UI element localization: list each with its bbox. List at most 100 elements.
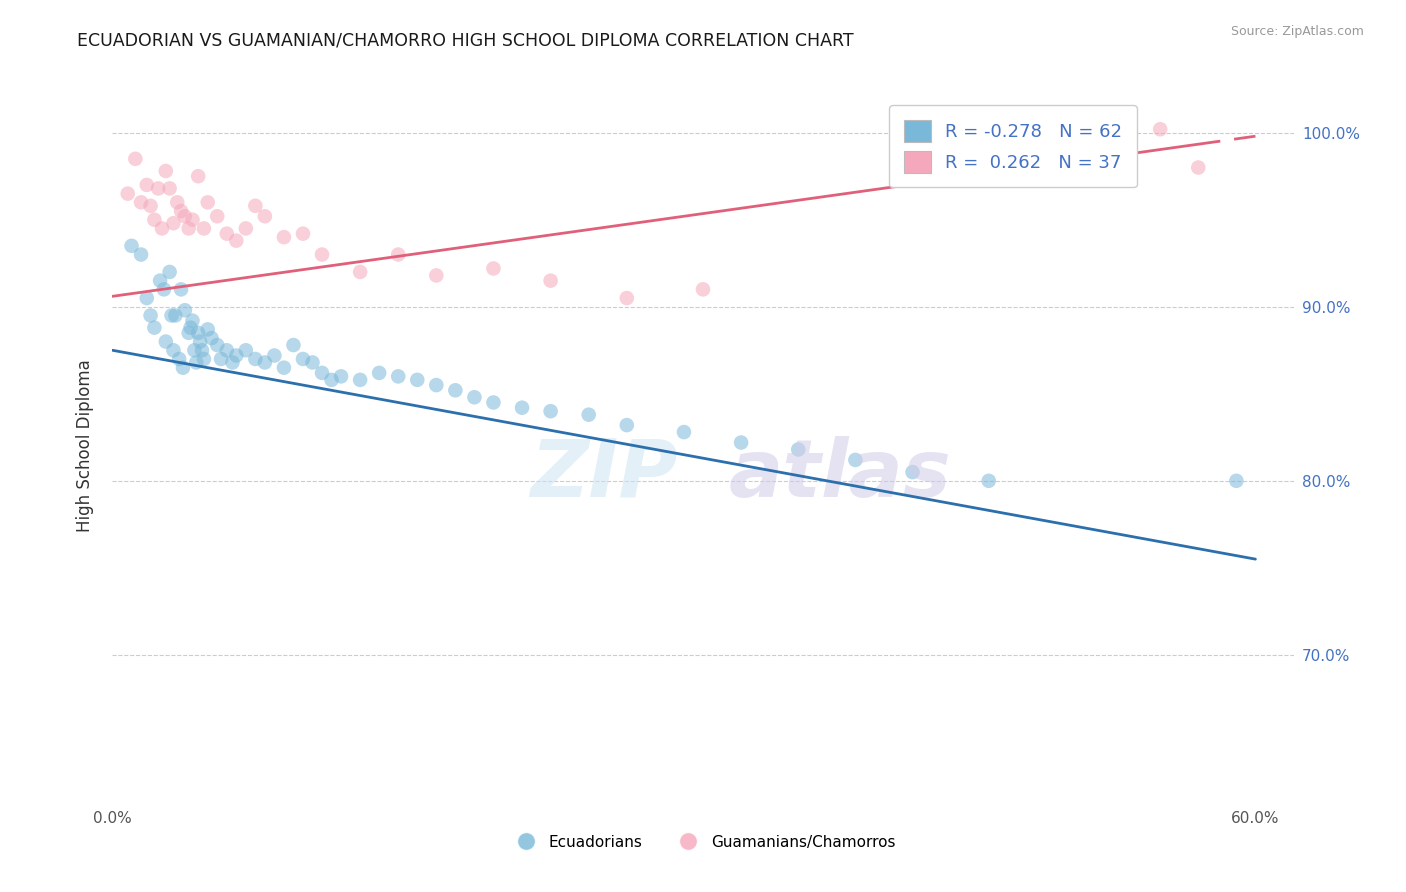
Point — [387, 247, 409, 261]
Point — [425, 268, 447, 283]
Point — [291, 227, 314, 241]
Point — [273, 360, 295, 375]
Point — [283, 338, 305, 352]
Point — [173, 303, 195, 318]
Point — [160, 309, 183, 323]
Point — [209, 351, 232, 366]
Point — [730, 435, 752, 450]
Point — [368, 366, 391, 380]
Point — [159, 181, 181, 195]
Point — [162, 216, 184, 230]
Point — [143, 320, 166, 334]
Point — [616, 291, 638, 305]
Point — [444, 384, 467, 398]
Point — [135, 291, 157, 305]
Point — [330, 369, 353, 384]
Point — [188, 334, 211, 349]
Point — [121, 239, 143, 253]
Point — [221, 355, 243, 369]
Point — [235, 343, 257, 358]
Point — [321, 373, 343, 387]
Point — [787, 442, 810, 457]
Point — [311, 366, 333, 380]
Text: ECUADORIAN VS GUAMANIAN/CHAMORRO HIGH SCHOOL DIPLOMA CORRELATION CHART: ECUADORIAN VS GUAMANIAN/CHAMORRO HIGH SC… — [77, 31, 853, 49]
Point — [406, 373, 429, 387]
Point — [143, 212, 166, 227]
Point — [124, 152, 146, 166]
Point — [181, 212, 204, 227]
Point — [616, 418, 638, 433]
Point — [193, 351, 215, 366]
Point — [135, 178, 157, 192]
Point — [149, 274, 172, 288]
Point — [186, 355, 208, 369]
Point — [129, 195, 152, 210]
Point — [349, 265, 371, 279]
Point — [215, 343, 238, 358]
Point — [181, 314, 204, 328]
Point — [207, 209, 229, 223]
Point — [510, 401, 533, 415]
Point — [155, 334, 177, 349]
Text: ZIP: ZIP — [530, 435, 678, 514]
Point — [901, 465, 924, 479]
Point — [1225, 474, 1247, 488]
Point — [139, 199, 162, 213]
Point — [482, 395, 505, 409]
Y-axis label: High School Diploma: High School Diploma — [76, 359, 94, 533]
Point — [263, 349, 285, 363]
Point — [672, 425, 695, 439]
Text: atlas: atlas — [728, 435, 952, 514]
Point — [153, 282, 176, 296]
Point — [977, 474, 1000, 488]
Point — [235, 221, 257, 235]
Point — [245, 199, 267, 213]
Point — [215, 227, 238, 241]
Point — [191, 343, 214, 358]
Point — [150, 221, 173, 235]
Point — [1187, 161, 1209, 175]
Point — [349, 373, 371, 387]
Point — [225, 234, 247, 248]
Point — [177, 326, 200, 340]
Point — [245, 351, 267, 366]
Point — [387, 369, 409, 384]
Point — [253, 355, 276, 369]
Point — [463, 390, 485, 404]
Point — [197, 322, 219, 336]
Point — [183, 343, 205, 358]
Point — [170, 204, 193, 219]
Point — [172, 360, 194, 375]
Point — [187, 169, 209, 184]
Point — [301, 355, 323, 369]
Point — [291, 351, 314, 366]
Point — [180, 320, 202, 334]
Point — [187, 326, 209, 340]
Point — [311, 247, 333, 261]
Point — [166, 195, 188, 210]
Point — [129, 247, 152, 261]
Point — [253, 209, 276, 223]
Point — [173, 209, 195, 223]
Point — [578, 408, 600, 422]
Point — [159, 265, 181, 279]
Point — [148, 181, 170, 195]
Text: Source: ZipAtlas.com: Source: ZipAtlas.com — [1230, 25, 1364, 38]
Point — [844, 453, 866, 467]
Point — [207, 338, 229, 352]
Point — [540, 404, 562, 418]
Point — [273, 230, 295, 244]
Point — [117, 186, 139, 201]
Point — [193, 221, 215, 235]
Point — [162, 343, 184, 358]
Point — [1149, 122, 1171, 136]
Point — [200, 331, 222, 345]
Point — [692, 282, 714, 296]
Point — [155, 164, 177, 178]
Point — [177, 221, 200, 235]
Point — [167, 351, 190, 366]
Point — [225, 349, 247, 363]
Point — [425, 378, 447, 392]
Point — [482, 261, 505, 276]
Point — [197, 195, 219, 210]
